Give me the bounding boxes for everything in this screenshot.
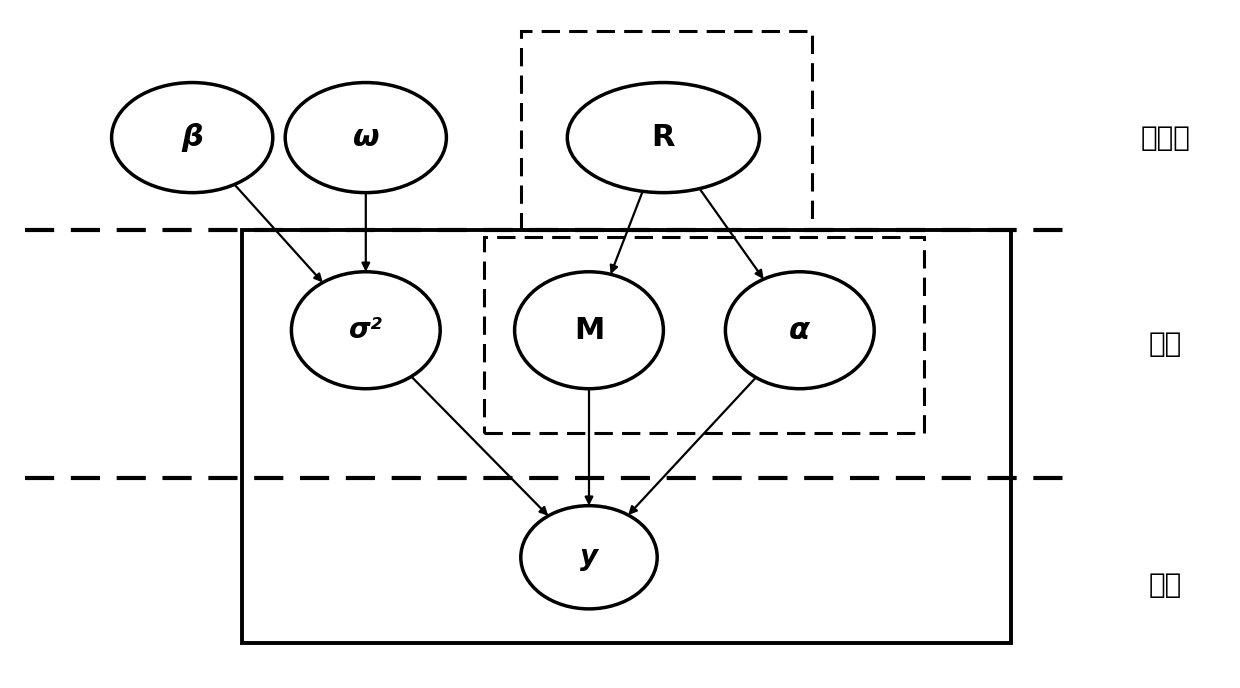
Bar (521, 31, 812, 230)
Ellipse shape (291, 272, 440, 389)
Ellipse shape (568, 83, 759, 193)
Text: α: α (790, 316, 810, 345)
Text: y: y (580, 544, 598, 571)
Bar (242, 230, 1011, 643)
Text: σ²: σ² (348, 316, 383, 344)
Text: M: M (574, 316, 604, 345)
Ellipse shape (521, 506, 657, 609)
Ellipse shape (725, 272, 874, 389)
Ellipse shape (515, 272, 663, 389)
Text: R: R (652, 123, 675, 152)
Text: ω: ω (352, 123, 379, 152)
Text: 参数: 参数 (1149, 330, 1182, 358)
Ellipse shape (112, 83, 273, 193)
Text: β: β (181, 123, 203, 152)
Bar (484, 237, 924, 433)
Text: 像元: 像元 (1149, 571, 1182, 599)
Ellipse shape (285, 83, 446, 193)
Text: 超参数: 超参数 (1141, 124, 1190, 151)
